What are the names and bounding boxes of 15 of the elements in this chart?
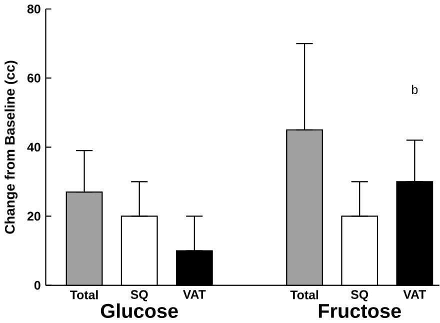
y-tick-label: 60 xyxy=(27,74,40,83)
x-tick-label: SQ xyxy=(130,290,148,302)
annotation: b xyxy=(412,85,418,94)
text: Glucose xyxy=(100,304,178,318)
y-tick-label: 20 xyxy=(27,212,40,221)
x-tick-label: Total xyxy=(70,290,98,300)
text: Fructose xyxy=(318,304,401,318)
x-tick-label: SQ xyxy=(350,290,368,302)
x-tick-label: Total xyxy=(290,290,318,300)
y-tick-label: 0 xyxy=(34,281,40,290)
x-tick-label: VAT xyxy=(182,290,206,299)
x-tick-label: VAT xyxy=(403,290,426,299)
y-tick-label: 40 xyxy=(27,142,40,152)
y-tick-label: 80 xyxy=(27,4,40,14)
y-axis-title: Change from Baseline (cc) xyxy=(4,60,18,234)
